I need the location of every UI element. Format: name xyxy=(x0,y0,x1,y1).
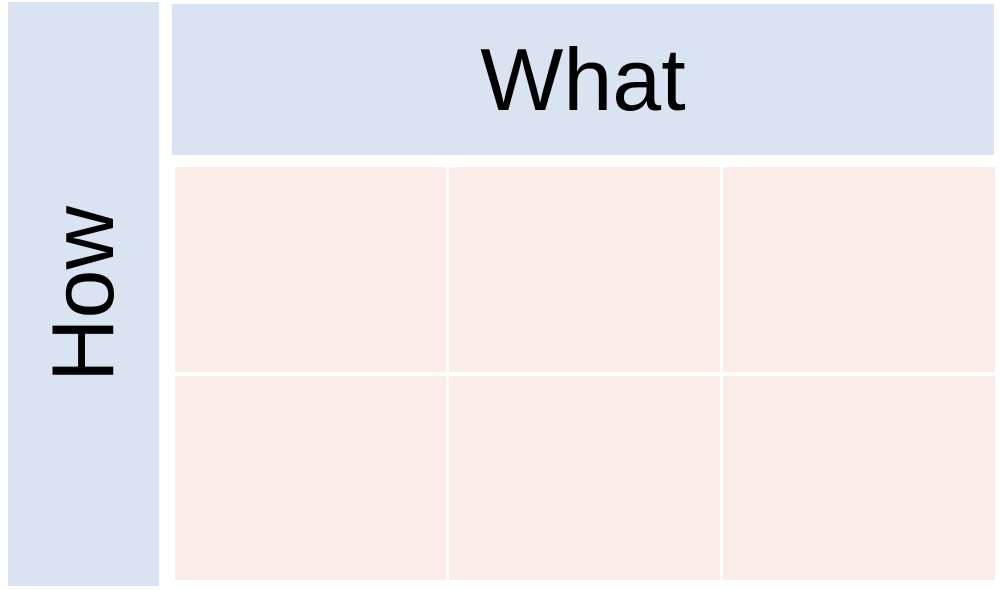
what-axis-label: What xyxy=(480,29,686,129)
what-axis-band: What xyxy=(172,4,994,155)
matrix-grid xyxy=(175,167,995,581)
matrix-cell-r2-c1 xyxy=(175,376,446,580)
matrix-cell-r2-c2 xyxy=(449,376,720,580)
matrix-cell-r2-c3 xyxy=(723,376,995,580)
matrix-cell-r1-c3 xyxy=(723,167,995,372)
how-axis-band: How xyxy=(8,2,159,586)
matrix-cell-r1-c2 xyxy=(449,167,720,372)
matrix-cell-r1-c1 xyxy=(175,167,446,372)
how-axis-label: How xyxy=(33,205,133,383)
